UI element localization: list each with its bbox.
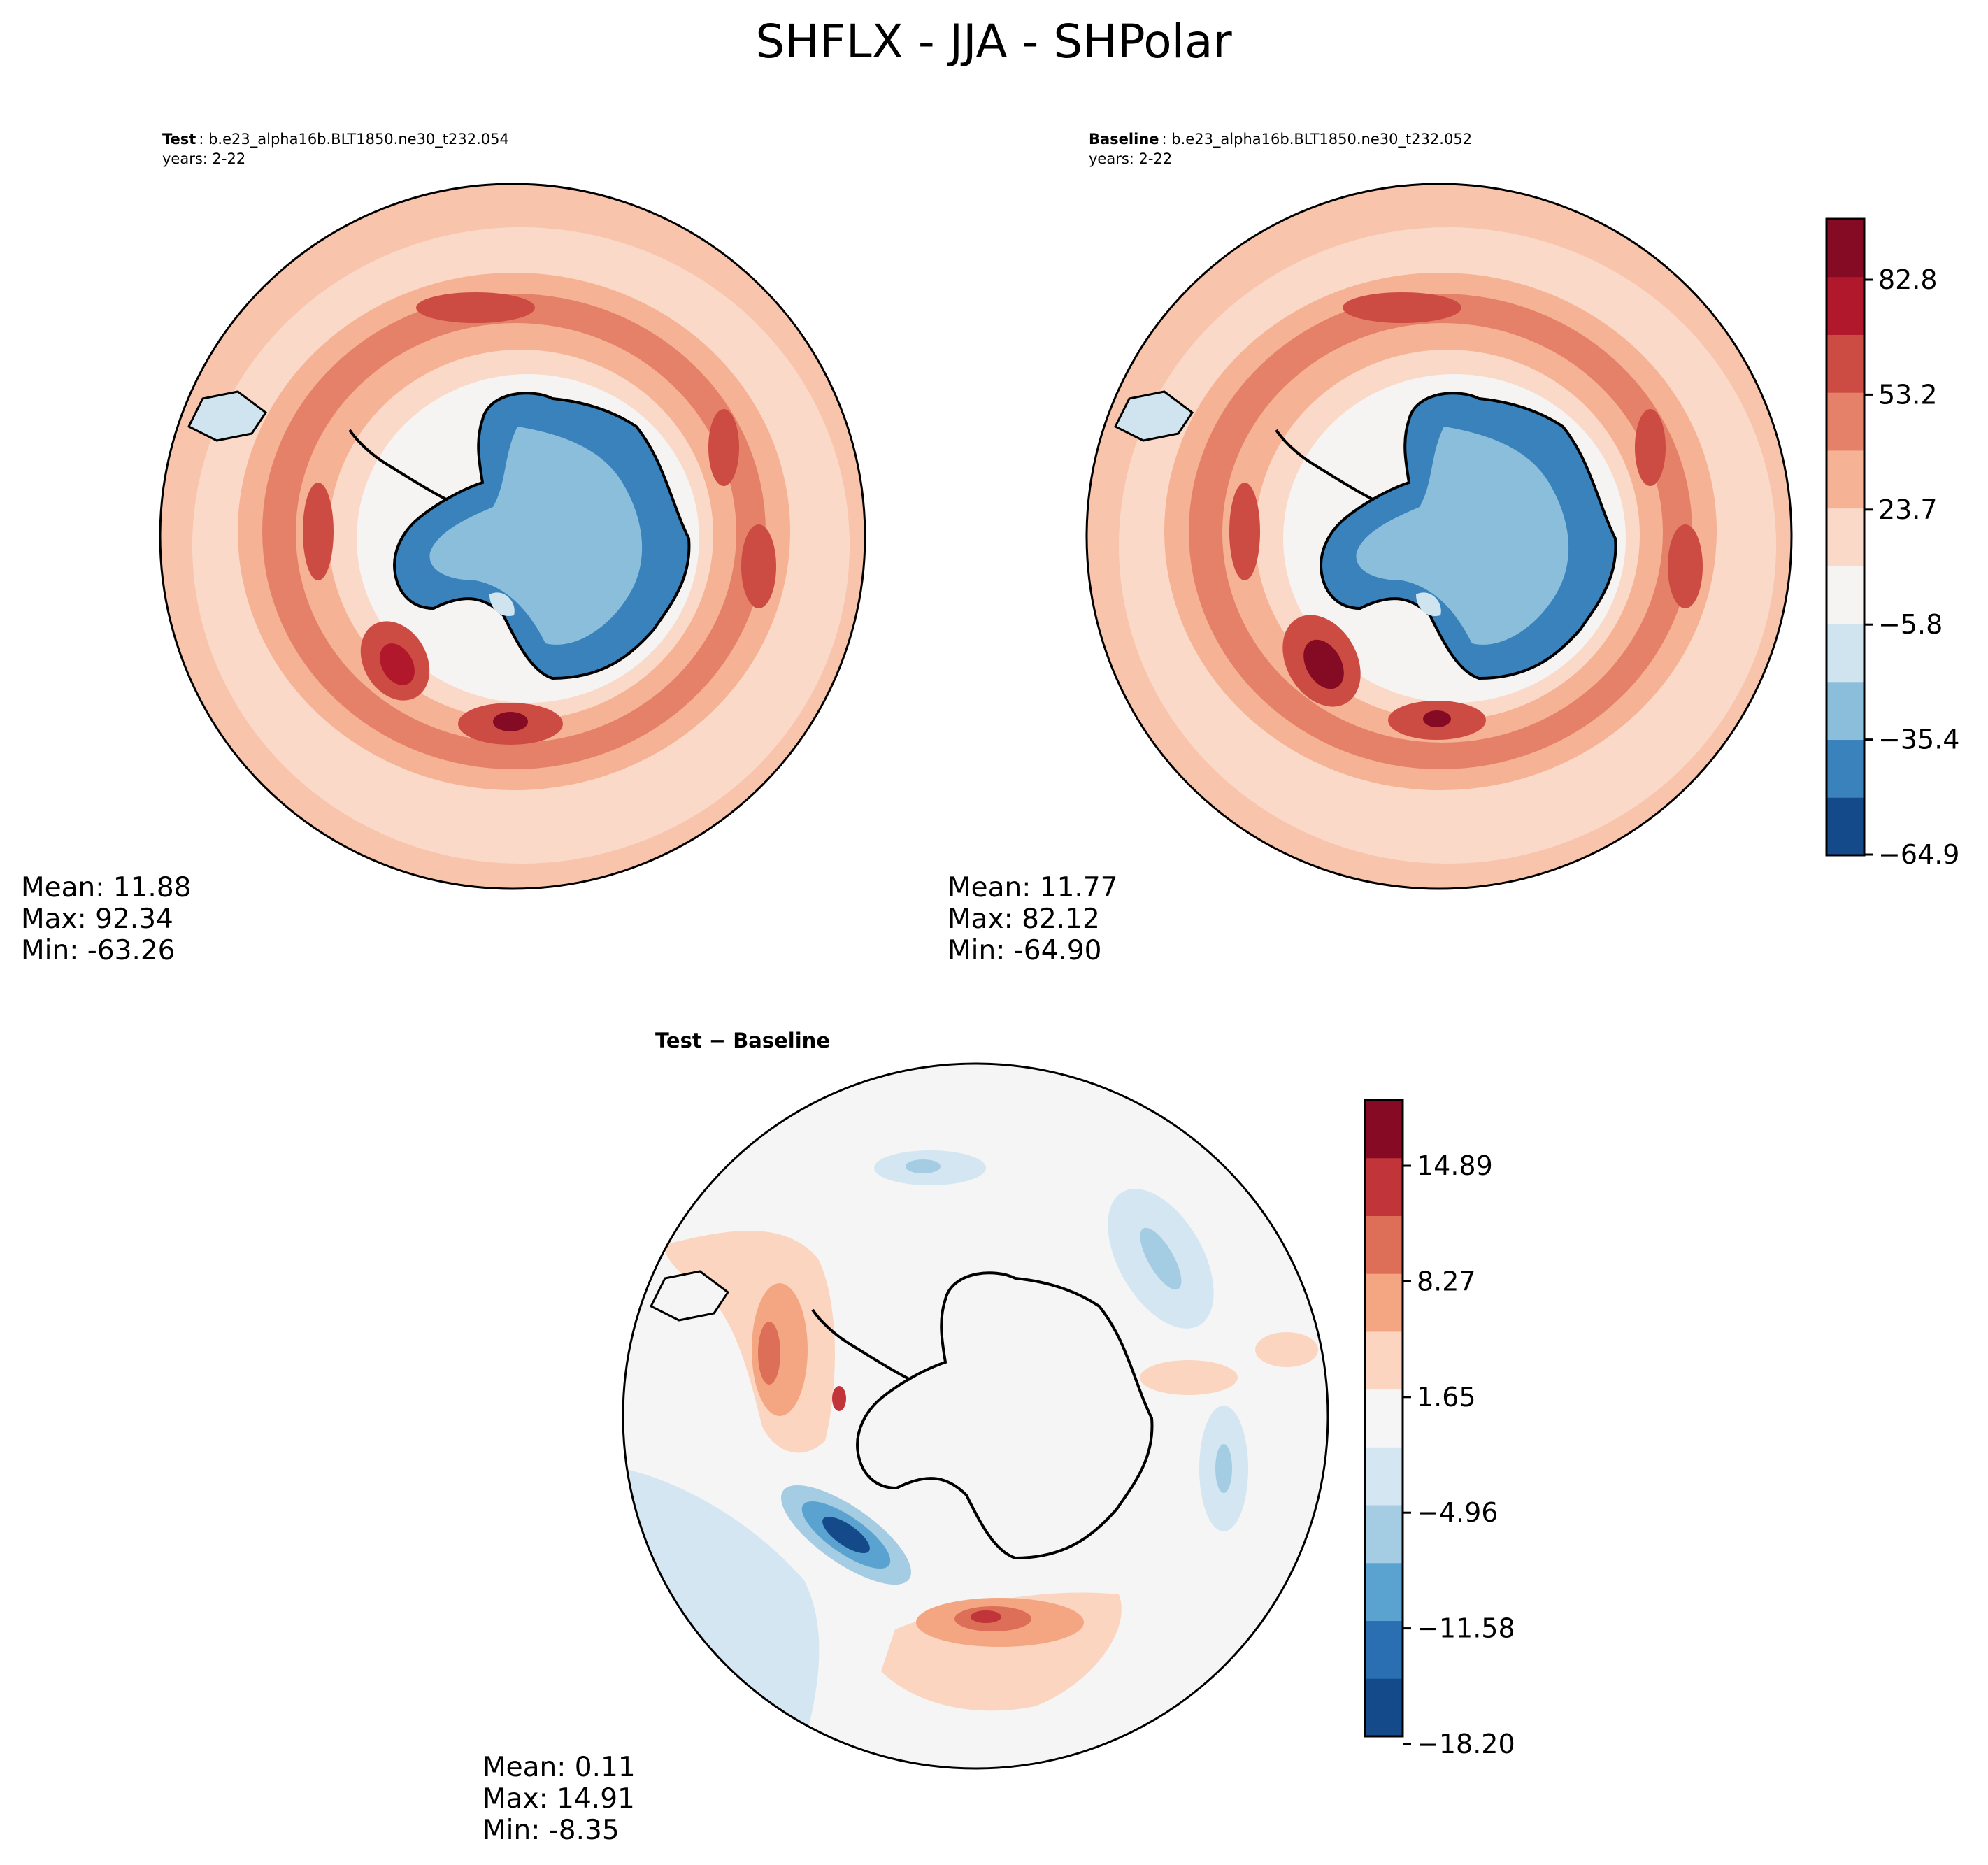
difference-colorbar-tick-label: 8.27: [1417, 1266, 1476, 1296]
baseline-colorbar-segment: [1826, 450, 1864, 509]
difference-colorbar-tick-label: 14.89: [1417, 1150, 1493, 1181]
difference-stat-min: Min: -8.35: [482, 1815, 620, 1846]
baseline-colorbar-segment: [1826, 624, 1864, 683]
baseline-colorbar-tick-label: −5.8: [1878, 609, 1943, 640]
difference-colorbar-segment: [1365, 1562, 1403, 1622]
baseline-header: Baseline: b.e23_alpha16b.BLT1850.ne30_t2…: [1089, 131, 1472, 148]
baseline-stat-max: Max: 82.12: [947, 903, 1100, 935]
difference-colorbar-segment: [1365, 1273, 1403, 1332]
test-map-boundary: [159, 183, 866, 890]
test-header-years: years: 2-22: [162, 150, 245, 167]
baseline-colorbar-segment: [1826, 219, 1864, 278]
baseline-colorbar-tick-label: 53.2: [1878, 379, 1938, 410]
difference-colorbar-segment: [1365, 1215, 1403, 1274]
difference-colorbar-segment: [1365, 1331, 1403, 1390]
difference-map-field: [623, 1064, 1328, 1768]
difference-colorbar-segment: [1365, 1620, 1403, 1679]
difference-map-boundary: [622, 1062, 1329, 1770]
difference-colorbar-segment: [1365, 1505, 1403, 1564]
difference-colorbar-segment: [1365, 1100, 1403, 1159]
baseline-colorbar-frame: [1825, 217, 1866, 857]
baseline-colorbar-segment: [1826, 566, 1864, 624]
baseline-map-boundary: [1085, 183, 1793, 890]
test-header-label: Test: [162, 131, 196, 148]
baseline-colorbar-segment: [1826, 681, 1864, 741]
baseline-header-label: Baseline: [1089, 131, 1159, 148]
difference-stat-mean: Mean: 0.11: [482, 1752, 636, 1783]
difference-colorbar-tick-label: −4.96: [1417, 1497, 1498, 1528]
figure-title: SHFLX - JJA - SHPolar: [755, 15, 1232, 69]
difference-stat-max: Max: 14.91: [482, 1783, 635, 1815]
baseline-stat-mean: Mean: 11.77: [947, 872, 1117, 903]
test-header: Test: b.e23_alpha16b.BLT1850.ne30_t232.0…: [162, 131, 509, 148]
difference-colorbar-tick-label: 1.65: [1417, 1382, 1476, 1413]
difference-colorbar-tick-label: −18.20: [1417, 1729, 1515, 1759]
difference-panel: Test − Baseline: [482, 1029, 1515, 1846]
test-stat-mean: Mean: 11.88: [21, 872, 191, 903]
difference-colorbar-segment: [1365, 1157, 1403, 1216]
baseline-colorbar-segment: [1826, 797, 1864, 856]
difference-colorbar: 14.89 8.27 1.65 −4.96 −11.58 −18.20: [1364, 1099, 1515, 1759]
baseline-panel: Baseline: b.e23_alpha16b.BLT1850.ne30_t2…: [947, 131, 1959, 966]
difference-title: Test − Baseline: [655, 1029, 830, 1052]
baseline-colorbar-tick-label: 82.8: [1878, 264, 1938, 295]
difference-colorbar-segment: [1365, 1678, 1403, 1737]
baseline-header-case: b.e23_alpha16b.BLT1850.ne30_t232.052: [1171, 131, 1472, 148]
difference-colorbar-segment: [1365, 1389, 1403, 1448]
difference-colorbar-tick-label: −11.58: [1417, 1613, 1515, 1644]
baseline-colorbar-segment: [1826, 334, 1864, 393]
test-stat-max: Max: 92.34: [21, 903, 173, 935]
baseline-colorbar-segment: [1826, 739, 1864, 798]
test-panel: Test: b.e23_alpha16b.BLT1850.ne30_t232.0…: [21, 131, 866, 966]
test-header-case: b.e23_alpha16b.BLT1850.ne30_t232.054: [208, 131, 509, 148]
baseline-colorbar-segment: [1826, 508, 1864, 566]
baseline-colorbar-tick-label: −35.4: [1878, 724, 1959, 755]
difference-antarctica: [856, 1271, 1154, 1560]
baseline-colorbar: 82.8 53.2 23.7 −5.8 −35.4 −64.9: [1825, 217, 1959, 870]
baseline-header-years: years: 2-22: [1089, 150, 1172, 167]
baseline-colorbar-segment: [1826, 392, 1864, 451]
baseline-stat-min: Min: -64.90: [947, 935, 1101, 966]
baseline-colorbar-segment: [1826, 276, 1864, 335]
difference-colorbar-segment: [1365, 1447, 1403, 1506]
baseline-colorbar-tick-label: −64.9: [1878, 839, 1959, 870]
baseline-colorbar-tick-label: 23.7: [1878, 494, 1938, 525]
baseline-map-field: [1087, 184, 1792, 889]
test-map-field: [160, 184, 865, 889]
test-stat-min: Min: -63.26: [21, 935, 175, 966]
difference-colorbar-frame: [1364, 1099, 1404, 1738]
